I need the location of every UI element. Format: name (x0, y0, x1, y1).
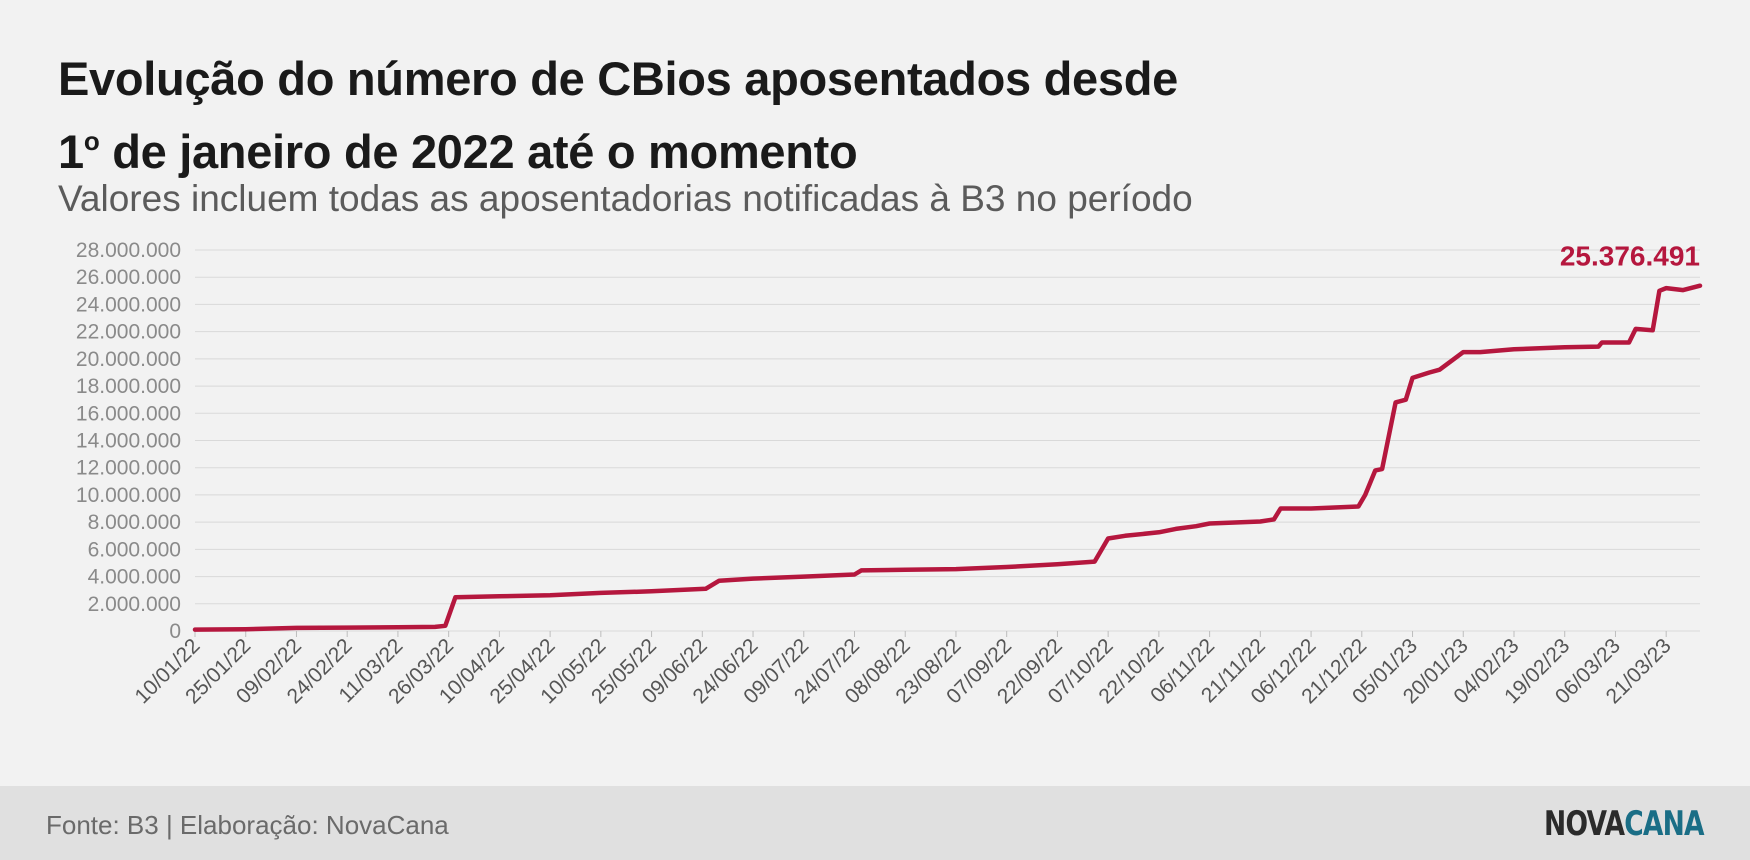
logo-part-nova: NOVA (1544, 804, 1625, 844)
chart-subtitle: Valores incluem todas as aposentadorias … (58, 178, 1193, 219)
line-chart: 0 2.000.000 4.000.000 6.000.000 8.000.000 10.… (76, 239, 1703, 708)
y-tick-label: 20.000.000 (76, 348, 181, 371)
y-tick-label: 26.000.000 (76, 266, 181, 289)
title-line-2: 1o de janeiro de 2022 até o momento (58, 110, 1658, 183)
series-line (192, 283, 1703, 632)
y-tick-label: 14.000.000 (76, 430, 181, 453)
novacana-logo: NOVACANA (1544, 804, 1705, 844)
y-axis-ticks: 0 2.000.000 4.000.000 6.000.000 8.000.000 10.… (76, 239, 181, 643)
y-tick-label: 18.000.000 (76, 375, 181, 398)
source-credit: Fonte: B3 | Elaboração: NovaCana (46, 810, 449, 840)
grid-lines (195, 249, 1700, 632)
series-layer (192, 283, 1703, 632)
y-tick-label: 16.000.000 (76, 402, 181, 425)
annotations: 25.376.491 (1560, 241, 1700, 272)
title-line-2-prefix: 1 (58, 125, 84, 178)
chart-title: Evolução do número de CBios aposentados … (58, 48, 1658, 183)
title-line-2-rest: de janeiro de 2022 até o momento (99, 125, 858, 178)
y-tick-label: 4.000.000 (88, 566, 181, 589)
y-tick-label: 10.000.000 (76, 484, 181, 507)
y-tick-label: 22.000.000 (76, 321, 181, 344)
x-axis-ticks: 10/01/2225/01/2209/02/2224/02/2211/03/22… (130, 631, 1676, 708)
y-tick-label: 6.000.000 (88, 538, 181, 561)
footer-bar: Fonte: B3 | Elaboração: NovaCana NOVACAN… (0, 786, 1750, 860)
y-tick-label: 0 (169, 620, 181, 643)
last-value-label: 25.376.491 (1560, 241, 1700, 272)
y-tick-label: 2.000.000 (88, 593, 181, 616)
y-tick-label: 8.000.000 (88, 511, 181, 534)
y-tick-label: 28.000.000 (76, 239, 181, 262)
logo-part-cana: CANA (1624, 804, 1704, 844)
title-line-1: Evolução do número de CBios aposentados … (58, 52, 1178, 105)
y-tick-label: 24.000.000 (76, 293, 181, 316)
title-ordinal-mark: o (83, 126, 100, 156)
y-tick-label: 12.000.000 (76, 457, 181, 480)
